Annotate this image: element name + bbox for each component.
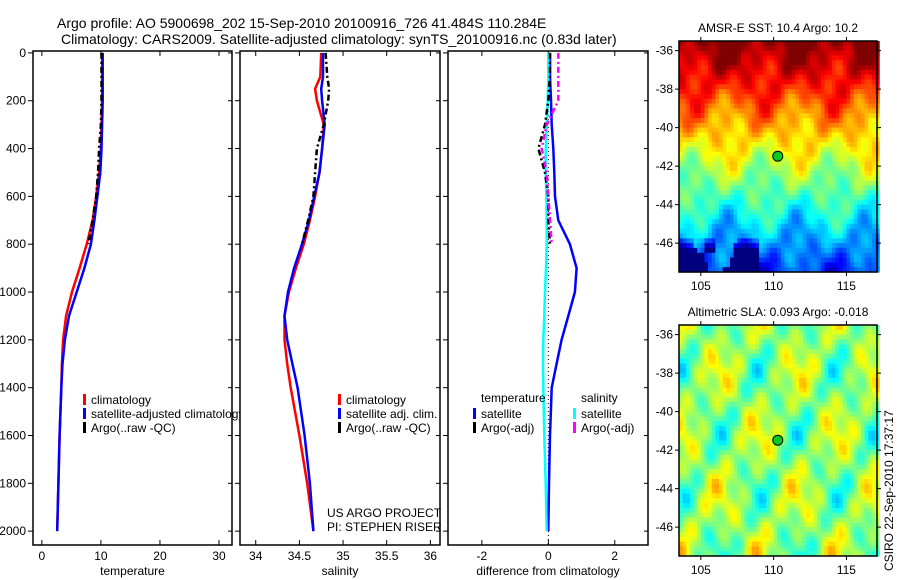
y-tick-label: -42 <box>656 443 674 457</box>
legend-label: satellite <box>581 407 622 421</box>
y-tick-label: 1600 <box>0 428 26 442</box>
legend-label: Argo(..raw -QC) <box>346 421 431 435</box>
x-axis-label: salinity <box>322 564 359 578</box>
series-line-temperature-satellite <box>547 52 578 532</box>
legend-swatch <box>473 408 476 419</box>
x-tick-label: 10 <box>94 549 108 563</box>
y-tick-label: -40 <box>656 121 674 135</box>
legend-swatch <box>83 422 86 433</box>
x-tick-label: 0 <box>545 549 552 563</box>
legend-label: Argo(-adj) <box>581 421 634 435</box>
x-tick-label: 115 <box>837 563 856 577</box>
x-tick-label: 34.5 <box>288 549 312 563</box>
map-title: Altimetric SLA: 0.093 Argo: -0.018 <box>688 305 869 319</box>
y-tick-label: -38 <box>656 82 674 96</box>
plot-area <box>447 50 649 546</box>
y-tick-label: -44 <box>656 482 674 496</box>
map-frame <box>678 40 878 273</box>
x-tick-label: 36 <box>424 549 438 563</box>
argo-location-marker <box>772 150 784 162</box>
legend-swatch <box>573 422 576 433</box>
y-tick-label: 1400 <box>0 381 26 395</box>
series-line-salinity-argo-adj- <box>540 52 560 245</box>
panel-salinity: 34 34.5 35 35.5 36 salinity climatologysatelli… <box>235 50 441 578</box>
map-sla-map: Altimetric SLA: 0.093 Argo: -0.018 105 110… <box>656 305 881 577</box>
y-tick-label: 400 <box>6 142 26 156</box>
legend-label: Argo(-adj) <box>481 421 534 435</box>
panel-temperature: 0 10 20 30 0 200 400 600 800 1000 1200 1400 1600 1800… <box>0 46 244 578</box>
x-tick-label: 110 <box>764 279 783 293</box>
x-tick-label: 110 <box>764 563 783 577</box>
legend-swatch <box>338 408 341 419</box>
series-line-satellite-adjusted-climatology <box>55 52 104 532</box>
y-tick-label: -44 <box>656 198 674 212</box>
y-tick-label: -36 <box>656 328 674 342</box>
y-tick-label: -36 <box>656 44 674 58</box>
y-tick-label: -46 <box>656 520 674 534</box>
map-frame <box>678 324 878 557</box>
y-tick-label: -46 <box>656 236 674 250</box>
y-tick-label: 200 <box>6 94 26 108</box>
x-tick-label: 105 <box>691 563 711 577</box>
legend-swatch <box>573 408 576 419</box>
x-axis-label: temperature <box>100 564 165 578</box>
y-tick-label: 0 <box>19 46 26 60</box>
plot-area <box>32 50 233 546</box>
y-tick-label: 2000 <box>0 524 26 538</box>
plot-area <box>239 50 441 546</box>
series-line-climatology <box>283 52 326 532</box>
x-tick-label: -2 <box>477 549 488 563</box>
y-tick-label: 1200 <box>0 333 26 347</box>
legend-swatch <box>83 408 86 419</box>
x-tick-label: 115 <box>837 279 856 293</box>
map-title: AMSR-E SST: 10.4 Argo: 10.2 <box>698 21 858 35</box>
legend-swatch <box>473 422 476 433</box>
x-tick-label: 34 <box>249 549 263 563</box>
series-line-argo-raw-qc- <box>87 52 103 245</box>
legend-swatch <box>338 394 341 405</box>
figure-title-line2: Climatology: CARS2009. Satellite-adjuste… <box>61 31 617 47</box>
y-tick-label: 1800 <box>0 476 26 490</box>
x-tick-label: 30 <box>212 549 226 563</box>
legend-swatch <box>338 422 341 433</box>
series-line-satellite-adj-clim- <box>283 52 326 532</box>
pi-credit: PI: STEPHEN RISER <box>327 520 442 534</box>
map-raster <box>679 41 880 273</box>
legend-header: salinity <box>581 391 618 405</box>
project-credit: US ARGO PROJECT <box>327 506 442 520</box>
y-tick-label: -42 <box>656 159 674 173</box>
legend-label: Argo(..raw -QC) <box>91 421 176 435</box>
legend-label: climatology <box>91 393 151 407</box>
x-tick-label: 0 <box>39 549 46 563</box>
x-tick-label: 20 <box>153 549 167 563</box>
legend-label: satellite-adjusted climatology <box>91 407 244 421</box>
legend-label: satellite <box>481 407 522 421</box>
y-tick-label: 600 <box>6 189 26 203</box>
legend-label: climatology <box>346 393 406 407</box>
map-sst-map: AMSR-E SST: 10.4 Argo: 10.2 105 110 115 -36 -… <box>656 21 881 293</box>
series-line-argo-raw-qc- <box>300 52 331 245</box>
series-line-temperature-argo-adj- <box>537 52 552 245</box>
x-tick-label: 35.5 <box>375 549 399 563</box>
legend-header: temperature <box>481 391 546 405</box>
x-tick-label: 105 <box>691 279 711 293</box>
y-tick-label: 1000 <box>0 285 26 299</box>
y-tick-label: 800 <box>6 237 26 251</box>
timestamp-stamp: CSIRO 22-Sep-2010 17:37:17 <box>882 410 896 571</box>
argo-location-marker <box>772 434 784 446</box>
legend-swatch <box>83 394 86 405</box>
x-tick-label: 35 <box>336 549 350 563</box>
x-axis-label: difference from climatology <box>476 564 619 578</box>
figure-title-line1: Argo profile: AO 5900698_202 15-Sep-2010… <box>57 15 547 31</box>
legend-label: satellite adj. clim. <box>346 407 437 421</box>
map-raster <box>679 325 880 557</box>
y-tick-label: -38 <box>656 366 674 380</box>
y-tick-label: -40 <box>656 405 674 419</box>
x-tick-label: 2 <box>611 549 618 563</box>
series-line-salinity-satellite <box>541 52 550 532</box>
